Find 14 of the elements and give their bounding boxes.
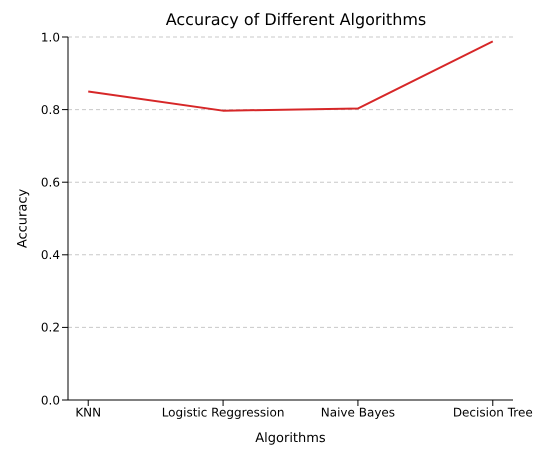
y-tick-label: 0.6 xyxy=(40,175,60,190)
chart-title: Accuracy of Different Algorithms xyxy=(164,10,428,29)
y-tick-label: 1.0 xyxy=(40,30,60,44)
y-axis-title: Accuracy xyxy=(16,188,31,248)
y-tick-label: 0.4 xyxy=(40,248,60,262)
y-tick-label: 0.2 xyxy=(40,320,60,335)
line-series xyxy=(87,40,494,112)
x-tick-label: KNN xyxy=(75,406,102,420)
y-tick-label: 0.8 xyxy=(40,102,60,117)
x-tick-label: Naive Bayes xyxy=(320,406,396,420)
x-axis-title: Algorithms xyxy=(255,431,326,446)
x-tick-label: Logistic Reggression xyxy=(162,406,284,420)
x-tick-label: Decision Tree xyxy=(452,406,533,420)
y-tick-label: 0.0 xyxy=(40,393,60,408)
